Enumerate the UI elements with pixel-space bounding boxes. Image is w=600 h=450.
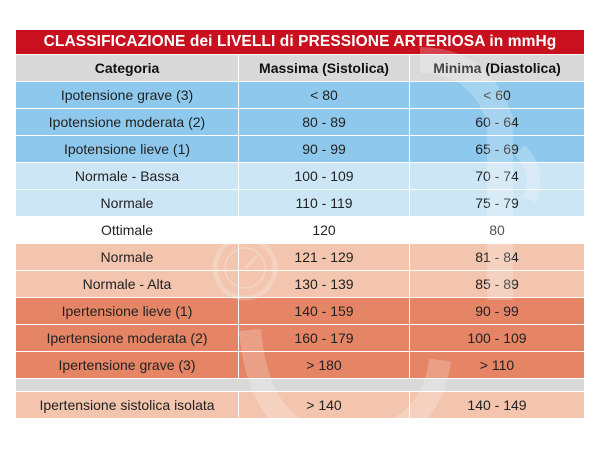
cell-category: Ipertensione sistolica isolata (16, 392, 238, 418)
cell-systolic: 110 - 119 (239, 190, 409, 216)
cell-category: Ipotensione grave (3) (16, 82, 238, 108)
bp-classification-table: CLASSIFICAZIONE dei LIVELLI di PRESSIONE… (16, 30, 584, 418)
cell-diastolic: < 60 (410, 82, 584, 108)
header-systolic: Massima (Sistolica) (239, 55, 409, 81)
cell-systolic: > 140 (239, 392, 409, 418)
table-row: Ipertensione lieve (1) 140 - 159 90 - 99 (16, 298, 584, 324)
table-row: Normale 121 - 129 81 - 84 (16, 244, 584, 270)
table-row: Normale - Alta 130 - 139 85 - 89 (16, 271, 584, 297)
cell-systolic: 120 (239, 217, 409, 243)
cell-diastolic: 90 - 99 (410, 298, 584, 324)
table-title: CLASSIFICAZIONE dei LIVELLI di PRESSIONE… (16, 30, 584, 54)
cell-systolic: 90 - 99 (239, 136, 409, 162)
cell-category: Ipertensione lieve (1) (16, 298, 238, 324)
cell-systolic: 80 - 89 (239, 109, 409, 135)
cell-systolic: > 180 (239, 352, 409, 378)
cell-category: Ipotensione lieve (1) (16, 136, 238, 162)
cell-category: Normale (16, 190, 238, 216)
cell-category: Normale - Alta (16, 271, 238, 297)
cell-diastolic: 81 - 84 (410, 244, 584, 270)
table-header-row: Categoria Massima (Sistolica) Minima (Di… (16, 55, 584, 81)
table-row: Ipotensione lieve (1) 90 - 99 65 - 69 (16, 136, 584, 162)
cell-diastolic: 140 - 149 (410, 392, 584, 418)
cell-systolic: 100 - 109 (239, 163, 409, 189)
cell-systolic: 140 - 159 (239, 298, 409, 324)
cell-category: Ottimale (16, 217, 238, 243)
table-row: Ipertensione grave (3) > 180 > 110 (16, 352, 584, 378)
cell-diastolic: 70 - 74 (410, 163, 584, 189)
cell-systolic: 130 - 139 (239, 271, 409, 297)
cell-diastolic: 60 - 64 (410, 109, 584, 135)
table-row: Normale 110 - 119 75 - 79 (16, 190, 584, 216)
header-category: Categoria (16, 55, 238, 81)
cell-category: Normale - Bassa (16, 163, 238, 189)
cell-systolic: < 80 (239, 82, 409, 108)
table-row: Ottimale 120 80 (16, 217, 584, 243)
table-row: Normale - Bassa 100 - 109 70 - 74 (16, 163, 584, 189)
cell-category: Ipertensione grave (3) (16, 352, 238, 378)
cell-category: Normale (16, 244, 238, 270)
cell-systolic: 121 - 129 (239, 244, 409, 270)
cell-diastolic: 80 (410, 217, 584, 243)
cell-diastolic: 100 - 109 (410, 325, 584, 351)
header-diastolic: Minima (Diastolica) (410, 55, 584, 81)
cell-category: Ipotensione moderata (2) (16, 109, 238, 135)
table-row: Ipotensione moderata (2) 80 - 89 60 - 64 (16, 109, 584, 135)
table-row: Ipertensione sistolica isolata > 140 140 -… (16, 392, 584, 418)
cell-diastolic: > 110 (410, 352, 584, 378)
table-row: Ipotensione grave (3) < 80 < 60 (16, 82, 584, 108)
cell-diastolic: 85 - 89 (410, 271, 584, 297)
cell-category: Ipertensione moderata (2) (16, 325, 238, 351)
cell-diastolic: 65 - 69 (410, 136, 584, 162)
cell-systolic: 160 - 179 (239, 325, 409, 351)
cell-diastolic: 75 - 79 (410, 190, 584, 216)
table-separator (16, 379, 584, 391)
table-body: Ipotensione grave (3) < 80 < 60 Ipotensione… (16, 82, 584, 418)
table-row: Ipertensione moderata (2) 160 - 179 100 - … (16, 325, 584, 351)
